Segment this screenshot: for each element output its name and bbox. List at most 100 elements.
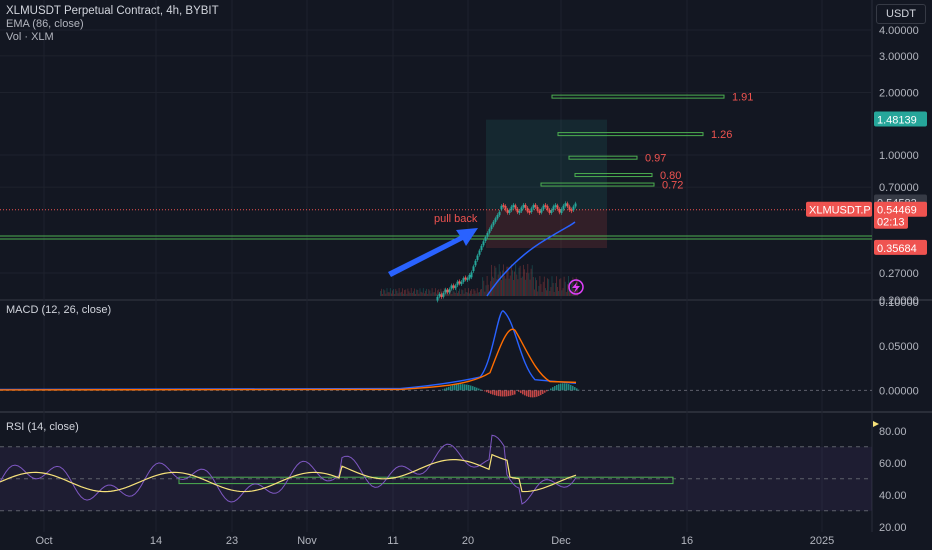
- rsi-tick-label: 80.00: [879, 426, 907, 438]
- candle-body: [498, 211, 501, 216]
- volume-bar: [426, 288, 427, 296]
- volume-bar: [454, 292, 456, 296]
- volume-bar: [443, 288, 445, 296]
- volume-bar: [567, 284, 568, 296]
- volume-bar: [554, 283, 556, 296]
- price-label-bg: [874, 213, 908, 229]
- volume-bar: [432, 292, 434, 296]
- volume-bar: [532, 277, 534, 296]
- fib-target-label: 0.80: [660, 170, 681, 182]
- volume-bar: [466, 292, 468, 296]
- macd-histogram-bar: [542, 390, 544, 394]
- ema-legend[interactable]: EMA (86, close): [6, 18, 84, 30]
- macd-histogram-bar: [466, 384, 468, 391]
- macd-histogram-bar: [464, 384, 466, 391]
- volume-bar: [520, 277, 522, 296]
- volume-bar: [461, 289, 463, 296]
- volume-bar: [561, 290, 563, 296]
- volume-bar: [395, 288, 397, 296]
- volume-bar: [537, 291, 539, 296]
- macd-histogram-bar: [532, 390, 534, 398]
- volume-legend[interactable]: Vol · XLM: [6, 31, 54, 43]
- volume-bar: [546, 290, 547, 296]
- volume-bar: [552, 282, 554, 296]
- volume-bar: [481, 289, 482, 296]
- x-tick-label: 11: [387, 535, 398, 547]
- volume-bar: [476, 288, 478, 296]
- macd-histogram-bar: [470, 385, 472, 391]
- volume-bar: [474, 290, 476, 296]
- price-label-bg: [874, 239, 927, 255]
- candle-body: [568, 206, 571, 211]
- volume-bar: [550, 287, 552, 296]
- macd-signal-line: [0, 328, 577, 391]
- macd-histogram-bar: [490, 390, 492, 394]
- volume-bar: [545, 288, 546, 296]
- candle-body: [482, 241, 485, 246]
- fib-target-line: [540, 182, 655, 187]
- volume-bar: [514, 271, 515, 296]
- candle-body: [532, 205, 535, 209]
- macd-histogram-bar: [572, 385, 574, 391]
- price-label: 02:13: [877, 217, 905, 229]
- volume-bar: [388, 292, 390, 296]
- volume-bar: [538, 285, 540, 296]
- volume-bar: [557, 286, 558, 296]
- candle-body: [440, 294, 443, 298]
- volume-bar: [414, 288, 415, 296]
- candle-body: [496, 215, 499, 219]
- volume-bar: [477, 292, 479, 296]
- volume-bar: [407, 288, 409, 296]
- candle-body: [504, 205, 507, 210]
- volume-bar: [421, 292, 423, 296]
- macd-histogram-bar: [546, 390, 548, 392]
- symbol-title[interactable]: XLMUSDT Perpetual Contract, 4h, BYBIT: [6, 5, 219, 17]
- candle-body: [460, 281, 463, 285]
- fib-target-label: 0.97: [645, 153, 666, 165]
- macd-histogram-bar: [528, 390, 530, 397]
- volume-bar: [541, 291, 543, 296]
- candle-body: [546, 206, 549, 210]
- macd-histogram-bar: [452, 385, 454, 391]
- candle-body: [436, 296, 439, 301]
- macd-histogram-bar: [442, 389, 444, 391]
- volume-bar: [473, 289, 475, 296]
- macd-histogram-bar: [474, 386, 476, 391]
- x-tick-label: Nov: [297, 535, 317, 547]
- volume-bar: [548, 279, 550, 296]
- rsi-legend[interactable]: RSI (14, close): [6, 421, 79, 433]
- volume-bar: [527, 264, 529, 296]
- price-tick-label: 0.27000: [879, 268, 919, 280]
- currency-button[interactable]: USDT: [876, 4, 926, 24]
- volume-bar: [507, 266, 509, 296]
- macd-histogram-bar: [448, 386, 450, 391]
- macd-tick-label: 0.00000: [879, 385, 919, 397]
- volume-bar: [446, 291, 447, 296]
- volume-bar: [438, 289, 440, 296]
- volume-bar: [479, 292, 480, 296]
- volume-bar: [415, 293, 416, 296]
- macd-histogram-bar: [544, 390, 546, 393]
- volume-bar: [497, 274, 499, 296]
- volume-bar: [513, 279, 514, 296]
- candle-body: [484, 237, 487, 241]
- volume-bar: [547, 278, 548, 296]
- candle-body: [540, 209, 543, 213]
- volume-bar: [380, 291, 381, 296]
- macd-histogram-bar: [460, 384, 462, 391]
- volume-bar: [491, 264, 492, 296]
- volume-bar: [430, 293, 432, 296]
- macd-histogram-bar: [494, 390, 496, 396]
- x-tick-label: 2025: [810, 535, 834, 547]
- volume-bar: [505, 278, 507, 296]
- chart-legend: XLMUSDT Perpetual Contract, 4h, BYBIT EM…: [6, 5, 219, 44]
- volume-bar: [518, 267, 520, 296]
- volume-bar: [475, 293, 477, 296]
- candle-body: [450, 285, 453, 289]
- volume-bar: [530, 268, 532, 296]
- candle-body: [490, 225, 493, 230]
- volume-bar: [416, 289, 418, 296]
- candle-body: [514, 205, 517, 209]
- macd-legend[interactable]: MACD (12, 26, close): [6, 304, 112, 316]
